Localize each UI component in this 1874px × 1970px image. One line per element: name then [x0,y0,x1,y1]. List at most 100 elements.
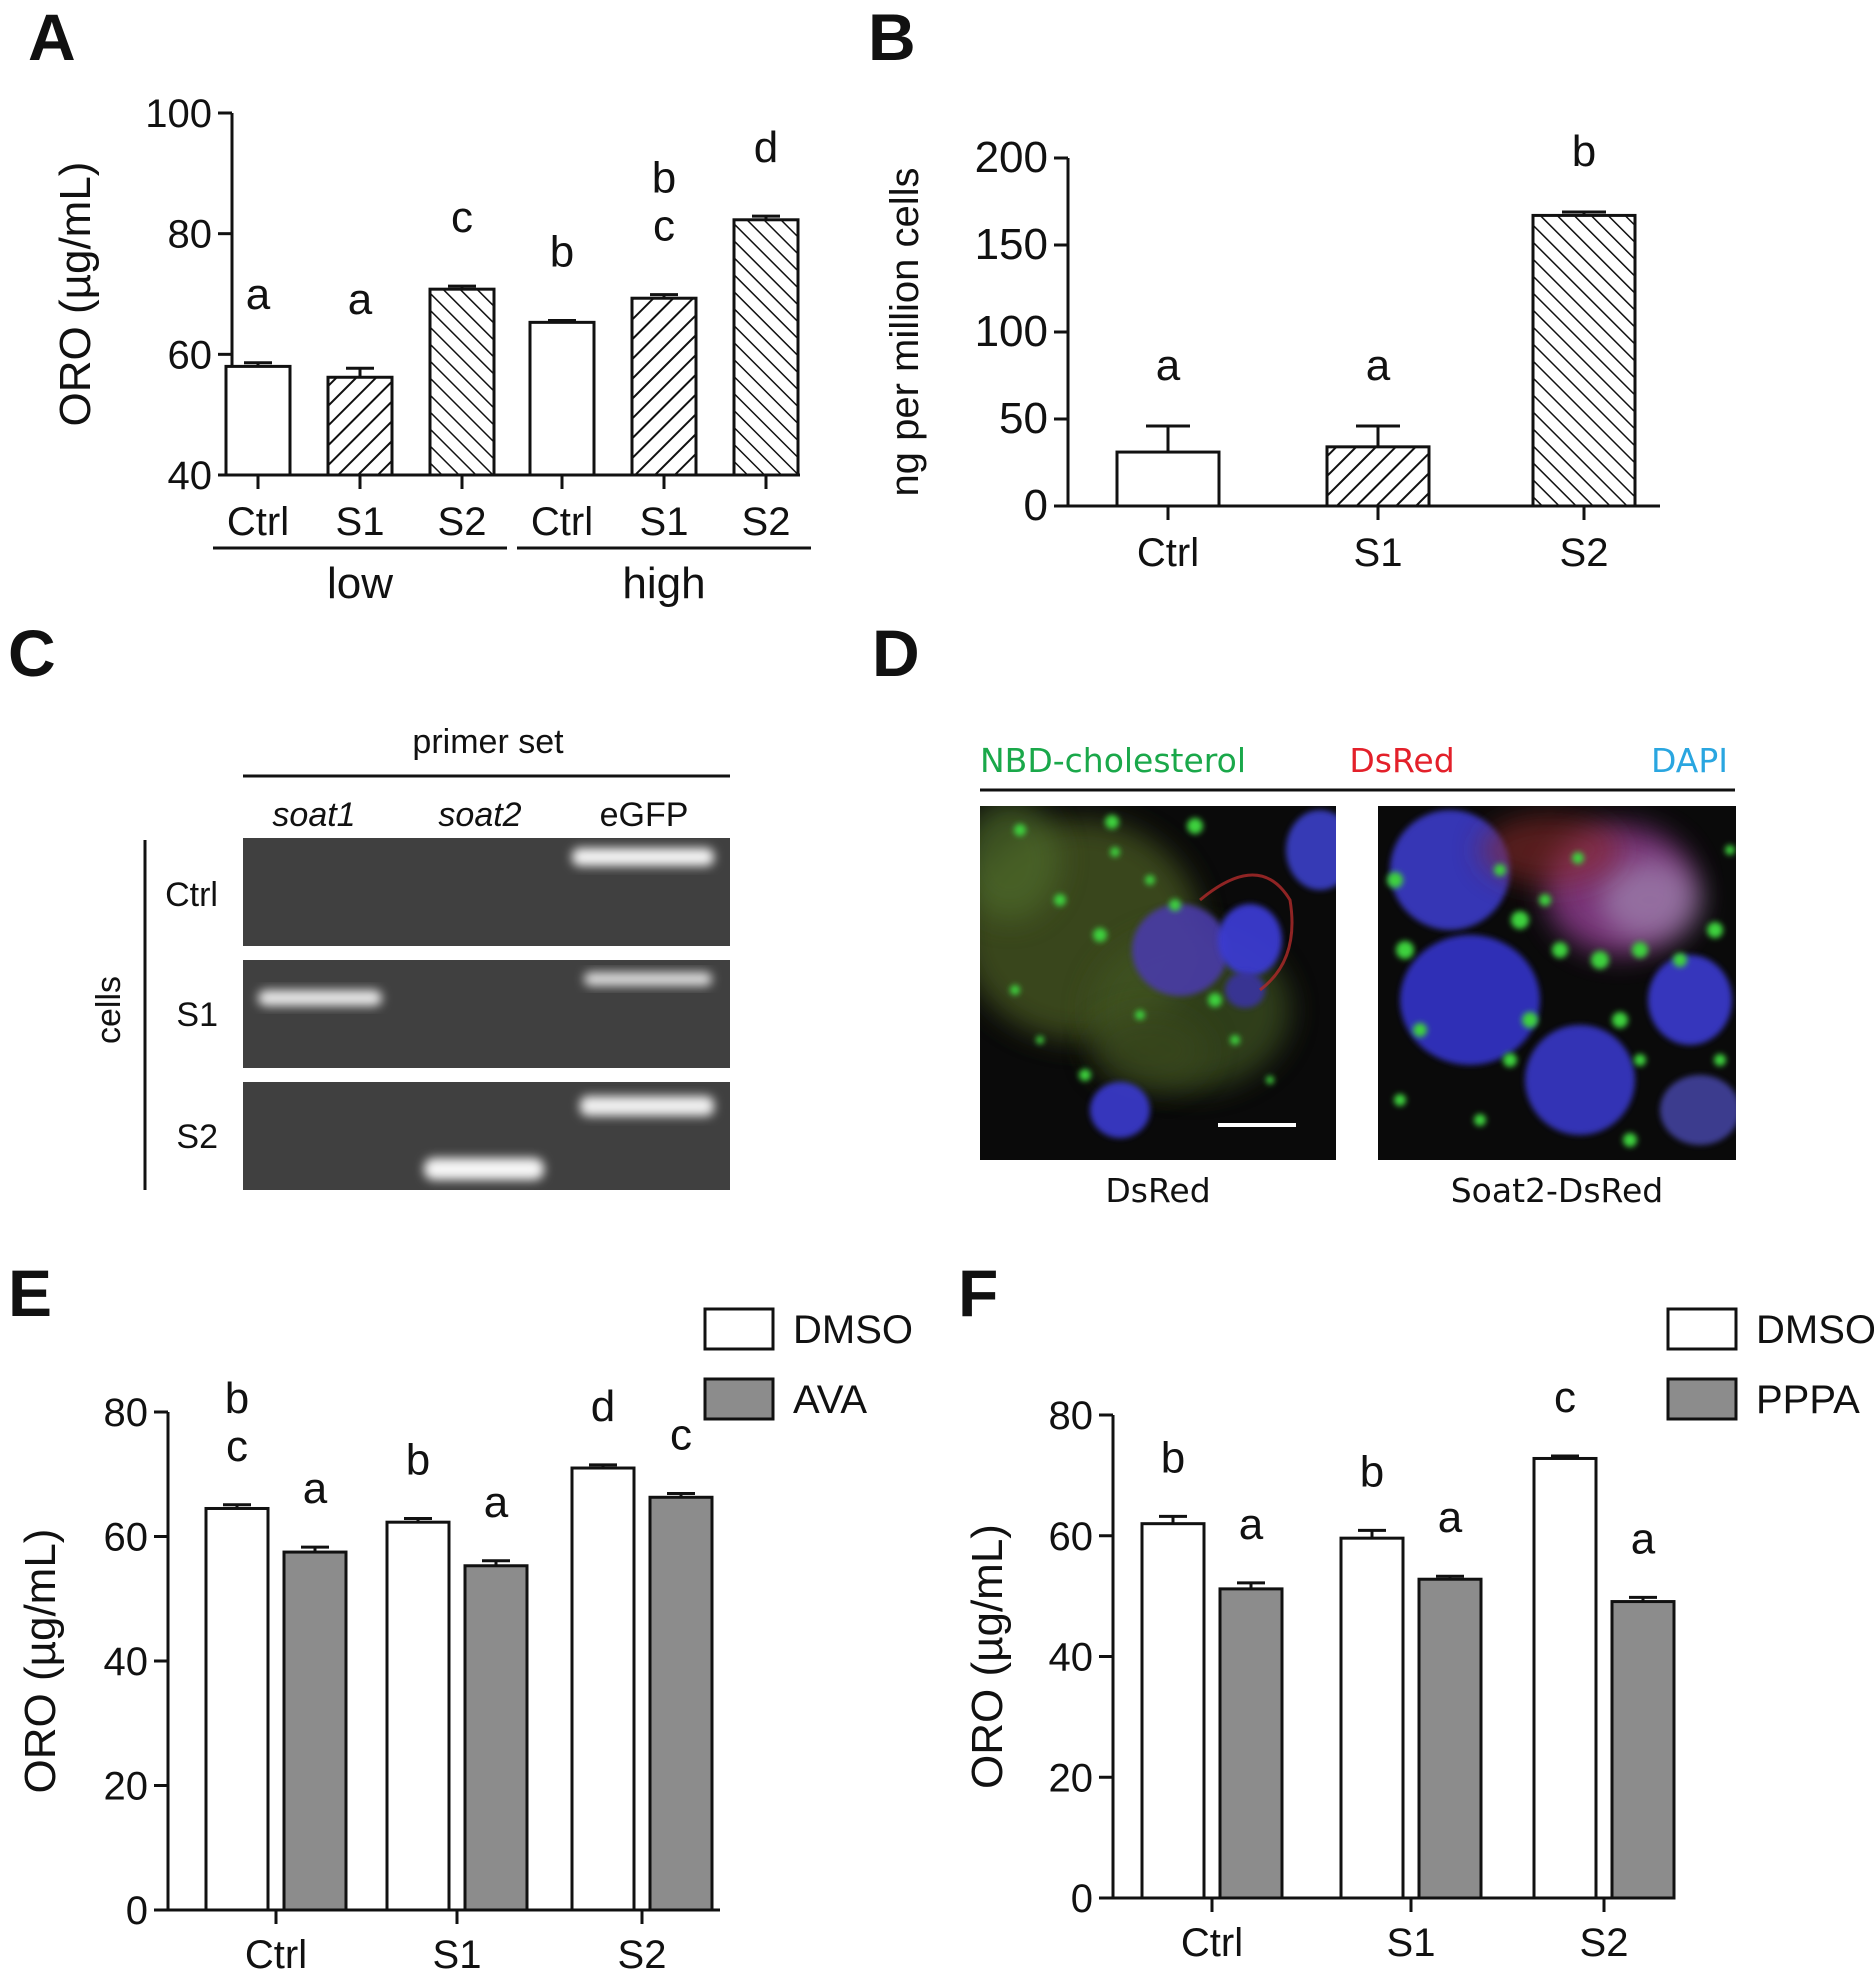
chart-a-ytick-label-0: 40 [168,454,213,498]
chart-f-legend-swatch-1 [1666,1377,1738,1421]
chart-e-ytick-label-3: 60 [104,1516,149,1560]
panel-letter-d: D [872,616,920,690]
chart-e-legend-label-1: AVA [793,1378,867,1422]
chart-a-sig-2-0: c [451,193,473,242]
chart-a-cat-3: Ctrl [531,500,593,544]
gel-row-s2: S2 [176,1118,218,1156]
chart-e-ytick-label-4: 80 [104,1391,149,1435]
chart-f-cat-0: Ctrl [1181,1921,1243,1965]
chart-a-ytick-label-2: 80 [168,213,213,257]
chart-a-bar-3 [528,320,596,477]
gel-band-s2-egfp [580,1096,714,1116]
chart-e-bar-0-0 [204,1506,270,1912]
chart-e-sig-0-1-0: a [303,1464,328,1513]
chart-b-bar-2 [1531,213,1637,508]
micro-image-label-1: DsRed [1105,1171,1210,1210]
chart-a-bar-5 [732,218,800,477]
chart-a-cat-4: S1 [640,500,689,544]
chart-e-ytick-label-1: 20 [104,1765,149,1809]
chart-e-bar-1-0 [385,1520,451,1912]
chart-a-cat-0: Ctrl [227,500,289,544]
chart-f-ytick-label-2: 40 [1049,1636,1094,1680]
chart-e-sig-0-0-0: b [225,1374,249,1423]
micro-image-dsred: DsRed [980,806,1336,1210]
gel-band-s1-soat1 [258,990,382,1006]
chart-f-sig-2-1-0: a [1631,1514,1656,1563]
chart-a-bar-2 [428,287,496,477]
chart-e-bar-1-1 [463,1564,529,1912]
chart-f-bar-1-0 [1339,1536,1405,1900]
micro-image-soat2-dsred: Soat2-DsRed [1378,806,1736,1210]
gel-side-label: cells [90,976,128,1044]
chart-f-legend-label-0: DMSO [1756,1308,1874,1352]
chart-e-bar-2-0 [570,1466,636,1912]
gel-col-egfp: eGFP [600,796,689,834]
chart-a-bar-1 [326,375,394,477]
micro-image-label-2: Soat2-DsRed [1451,1171,1664,1210]
chart-b-ytick-label-1: 50 [999,394,1048,443]
chart-f-bar-0-0 [1140,1522,1206,1900]
chart-f-cat-1: S1 [1387,1921,1436,1965]
chart-b-bar-0 [1115,450,1221,508]
chart-f-legend-label-1: PPPA [1756,1378,1860,1422]
gel-band-ctrl-egfp [572,848,714,866]
chart-b-sig-0-0: a [1156,341,1181,390]
panel-letter-b: B [868,0,916,74]
chart-a-sig-4-0: b [652,154,676,203]
chart-a-cat-2: S2 [438,500,487,544]
chart-e-cat-0: Ctrl [245,1933,307,1970]
microscopy-panel-d: NBD-cholesterol DsRed DAPI [980,741,1736,1210]
chart-e-bar-2-1 [648,1495,714,1912]
chart-b-bar-1 [1325,445,1431,508]
chart-a-sig-0-0: a [246,270,271,319]
chart-panel-f: 0 20 40 60 80 ORO (µg/mL) b a Ctrl b a S1 c a S2 DMSO PP… [963,1307,1874,1965]
chart-b-cat-2: S2 [1560,531,1609,575]
chart-e-sig-1-1-0: a [484,1478,509,1527]
chart-f-bar-1-1 [1417,1577,1483,1900]
chart-e-ylabel: ORO (µg/mL) [16,1529,65,1794]
chart-b-cat-0: Ctrl [1137,531,1199,575]
gel-panel-c: primer set soat1 soat2 eGFP cells Ctrl S… [90,723,730,1190]
chart-b-ytick-label-0: 0 [1024,481,1048,530]
chart-f-bar-2-1 [1610,1600,1676,1900]
gel-header: primer set [412,723,564,761]
chart-e-ytick-label-0: 0 [126,1889,148,1933]
chart-f-sig-2-0-0: c [1554,1373,1576,1422]
chart-a-ytick-label-3: 100 [145,92,212,136]
chart-a-cat-5: S2 [742,500,791,544]
panel-letter-a: A [28,0,76,74]
chart-f-sig-1-0-0: b [1360,1447,1384,1496]
micro-label-dsred: DsRed [1349,741,1454,780]
gel-row-s1: S1 [176,996,218,1034]
chart-a-bar-4 [630,296,698,477]
chart-e-sig-2-1-0: c [670,1411,692,1460]
chart-e-sig-2-0-0: d [591,1382,615,1431]
gel-col-soat1: soat1 [272,796,355,834]
chart-e-cat-2: S2 [618,1933,667,1970]
chart-e-legend-label-0: DMSO [793,1308,913,1352]
chart-b-ytick-label-4: 200 [975,133,1048,182]
gel-band-s1-egfp [584,972,712,986]
chart-f-bar-0-1 [1218,1587,1284,1900]
chart-b-ytick-label-2: 100 [975,307,1048,356]
chart-f-ytick-label-3: 60 [1049,1515,1094,1559]
chart-b-ylabel: ng per million cells [883,167,927,496]
chart-f-bar-2-0 [1532,1456,1598,1900]
chart-b-sig-2-0: b [1572,127,1596,176]
chart-f-ytick-label-4: 80 [1049,1394,1094,1438]
chart-f-ytick-label-1: 20 [1049,1756,1094,1800]
chart-a-group-label-0: low [327,559,393,608]
chart-f-ytick-label-0: 0 [1071,1877,1093,1921]
chart-a-bar-0 [224,364,292,477]
gel-row-ctrl: Ctrl [165,876,218,914]
panel-letter-e: E [8,1256,52,1330]
chart-a-group-label-1: high [622,559,705,608]
chart-f-sig-0-1-0: a [1239,1500,1264,1549]
micro-label-nbd: NBD-cholesterol [980,741,1246,780]
panel-letter-f: F [958,1256,998,1330]
chart-f-ylabel: ORO (µg/mL) [963,1524,1012,1789]
chart-e-legend-swatch-0 [703,1307,775,1351]
